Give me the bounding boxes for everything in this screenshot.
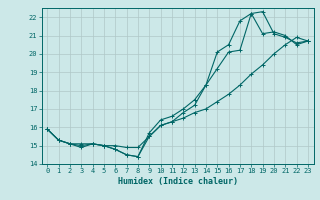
X-axis label: Humidex (Indice chaleur): Humidex (Indice chaleur) bbox=[118, 177, 237, 186]
